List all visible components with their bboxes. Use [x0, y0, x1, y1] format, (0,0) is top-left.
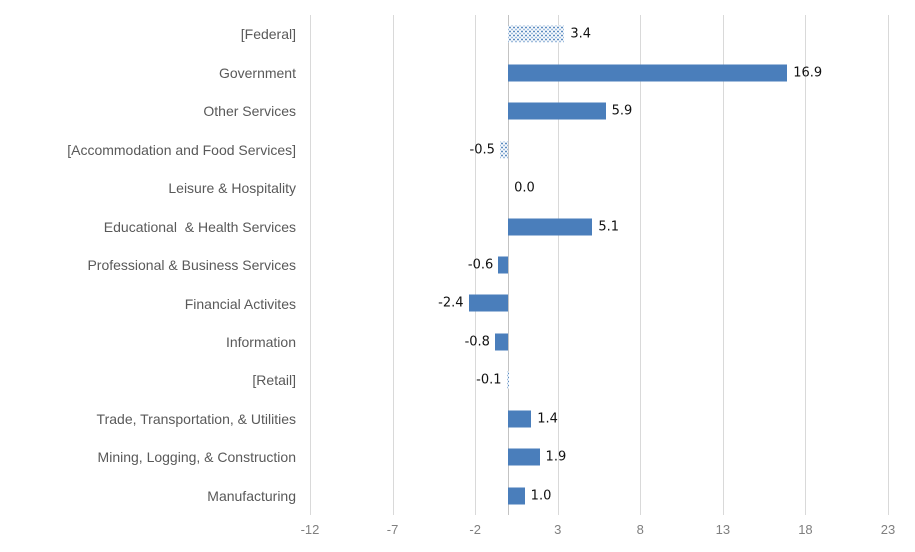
value-label: -0.1	[476, 372, 502, 388]
category-label: Mining, Logging, & Construction	[97, 449, 296, 466]
bar-row: -0.8	[310, 323, 888, 361]
bar-row: 0.0	[310, 169, 888, 207]
bar-row: -2.4	[310, 284, 888, 322]
category-label: Trade, Transportation, & Utilities	[96, 410, 296, 427]
bar	[498, 256, 509, 274]
bar	[508, 64, 788, 82]
value-label: 5.1	[598, 219, 620, 235]
value-label: 0.0	[514, 180, 535, 196]
bar	[508, 218, 593, 236]
bar	[499, 141, 509, 159]
x-axis-tick-label: 23	[880, 522, 896, 537]
value-label: 1.0	[530, 488, 552, 504]
gridline	[557, 15, 559, 515]
gridline	[640, 15, 642, 515]
gridline	[805, 15, 807, 515]
value-label: 5.9	[611, 103, 633, 119]
gridline	[392, 15, 394, 515]
category-label: Manufacturing	[207, 487, 296, 504]
category-label: Educational & Health Services	[103, 218, 296, 235]
x-axis: -12 -7 -2 3 8 13 18 23	[301, 522, 896, 544]
bar-row: 1.4	[310, 400, 888, 438]
bar-row: 5.1	[310, 207, 888, 245]
bar-row: 1.9	[310, 438, 888, 476]
x-axis-tick-label: 3	[554, 522, 562, 537]
value-label: -0.8	[464, 334, 490, 350]
gridline	[888, 15, 889, 515]
value-label: -0.6	[467, 257, 494, 273]
category-label: Government	[218, 64, 296, 81]
x-axis-tick-label: -7	[386, 522, 399, 537]
bar-row: 5.9	[310, 92, 888, 130]
x-axis-tick-label: 13	[715, 522, 731, 537]
category-label: Leisure & Hospitality	[168, 180, 296, 197]
value-label: 1.4	[537, 411, 558, 427]
gridline	[722, 15, 724, 515]
bar-row: 3.4	[310, 15, 888, 53]
bar	[494, 333, 509, 351]
value-label: 1.9	[545, 449, 567, 465]
category-label: [Federal]	[240, 26, 296, 43]
bar-row: 16.9	[310, 53, 888, 91]
x-axis-tick-label: -12	[300, 522, 320, 537]
bar-row: -0.5	[310, 130, 888, 168]
x-axis-tick-label: 8	[636, 522, 644, 537]
bar	[508, 487, 525, 505]
category-labels-column: [Federal] Government Other Services [Accomm…	[0, 15, 296, 515]
gridline	[310, 15, 311, 515]
category-label: [Retail]	[252, 372, 296, 389]
category-label: Information	[225, 333, 296, 350]
bar-row: -0.6	[310, 246, 888, 284]
category-label: Other Services	[203, 103, 296, 120]
bar	[468, 294, 509, 312]
bar-row: 1.0	[310, 477, 888, 515]
x-axis-tick-label: 18	[798, 522, 813, 537]
value-label: -0.5	[469, 142, 495, 158]
plot-area: 3.4 16.9 5.9 -0.5 0.0 5.1 -0.6 -2.4 -0.8 -0.1 1.4 1…	[310, 15, 889, 515]
value-label: 3.4	[570, 26, 591, 42]
zero-axis-line	[508, 15, 510, 515]
value-label: -2.4	[438, 295, 464, 311]
bar	[508, 25, 565, 43]
bar	[506, 371, 509, 389]
category-label: Professional & Business Services	[87, 257, 296, 274]
bar	[508, 102, 606, 120]
bar-row: -0.1	[310, 361, 888, 399]
category-label: Financial Activites	[184, 295, 296, 312]
bar	[508, 448, 540, 466]
x-axis-tick-label: -2	[469, 522, 481, 537]
gridline	[475, 15, 477, 515]
category-label: [Accommodation and Food Services]	[67, 141, 296, 158]
bar	[508, 410, 532, 428]
value-label: 16.9	[793, 65, 823, 81]
